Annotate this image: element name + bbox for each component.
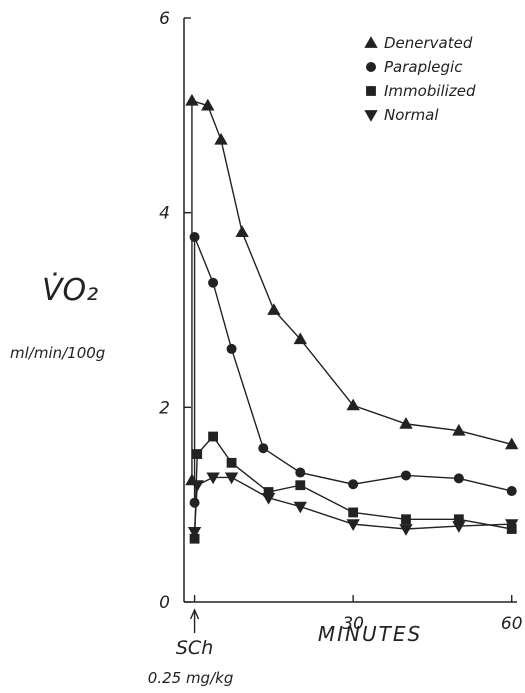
- legend: Denervated Paraplegic Immobilized Normal: [364, 34, 476, 124]
- series-line-paraplegic: [193, 236, 512, 503]
- data-point-denervated: [346, 398, 360, 411]
- data-point-normal: [293, 501, 307, 514]
- legend-marker-normal: [364, 110, 378, 122]
- data-point-denervated: [185, 93, 199, 106]
- data-point-normal: [224, 472, 239, 485]
- data-point-normal: [505, 519, 519, 531]
- legend-label-normal: Normal: [384, 106, 439, 124]
- data-point-normal: [346, 519, 360, 531]
- sch-dose: 0.25 mg/kg: [148, 669, 234, 687]
- x-ticks: 30 60: [193, 595, 523, 634]
- data-point-paraplegic: [348, 479, 359, 490]
- series-normal: [187, 472, 519, 539]
- data-point-paraplegic: [189, 497, 200, 508]
- data-point-paraplegic: [189, 231, 200, 242]
- legend-label-denervated: Denervated: [384, 34, 473, 52]
- series-paraplegic: [189, 231, 517, 508]
- data-point-immobilized: [401, 514, 411, 525]
- data-point-normal: [190, 480, 204, 493]
- y-tick-label: 0: [159, 593, 170, 613]
- sch-label: SCh: [176, 637, 213, 659]
- y-tick-label: 6: [159, 9, 170, 29]
- x-tick-label: 60: [501, 614, 523, 634]
- x-tick-label: 30: [342, 614, 364, 634]
- legend-marker-immobilized: [366, 86, 376, 96]
- data-point-denervated: [267, 303, 281, 315]
- data-point-paraplegic: [295, 467, 306, 478]
- data-point-paraplegic: [258, 443, 269, 454]
- series-layer: [185, 93, 519, 544]
- series-immobilized: [189, 431, 517, 544]
- series-line-immobilized: [193, 435, 512, 539]
- data-point-denervated: [214, 132, 228, 145]
- data-point-immobilized: [295, 480, 306, 491]
- legend-label-immobilized: Immobilized: [384, 82, 476, 100]
- data-point-denervated: [505, 437, 519, 450]
- data-point-paraplegic: [506, 486, 517, 497]
- data-point-immobilized: [208, 431, 218, 442]
- data-point-paraplegic: [400, 470, 411, 481]
- y-ticks: 0 2 4 6: [159, 9, 191, 613]
- data-point-immobilized: [226, 457, 237, 468]
- data-point-normal: [187, 527, 202, 539]
- series-line-denervated: [191, 99, 512, 481]
- legend-label-paraplegic: Paraplegic: [384, 58, 463, 76]
- y-tick-label: 4: [159, 204, 170, 224]
- data-point-denervated: [452, 423, 466, 436]
- data-point-normal: [261, 492, 276, 505]
- data-point-denervated: [293, 332, 307, 345]
- data-point-normal: [452, 521, 466, 533]
- data-point-immobilized: [192, 449, 203, 459]
- data-point-paraplegic: [226, 343, 237, 354]
- data-point-denervated: [201, 98, 215, 111]
- series-denervated: [185, 93, 519, 486]
- y-axis-label-units: ml/min/100g: [10, 344, 105, 362]
- data-point-paraplegic: [453, 473, 464, 484]
- x-axis-label: MINUTES: [318, 622, 422, 646]
- data-point-normal: [399, 524, 413, 536]
- data-point-denervated: [235, 225, 249, 238]
- y-axis-label-main: V̇O₂: [42, 273, 98, 308]
- sch-arrow-head: [189, 608, 200, 620]
- data-point-paraplegic: [208, 277, 219, 288]
- data-point-denervated: [399, 417, 413, 429]
- data-point-immobilized: [348, 507, 359, 518]
- data-point-normal: [206, 472, 220, 485]
- legend-marker-paraplegic: [365, 62, 376, 73]
- y-tick-label: 2: [159, 398, 170, 418]
- series-line-normal: [193, 476, 512, 532]
- legend-marker-denervated: [364, 36, 378, 48]
- sch-annotation: SCh 0.25 mg/kg: [148, 608, 234, 687]
